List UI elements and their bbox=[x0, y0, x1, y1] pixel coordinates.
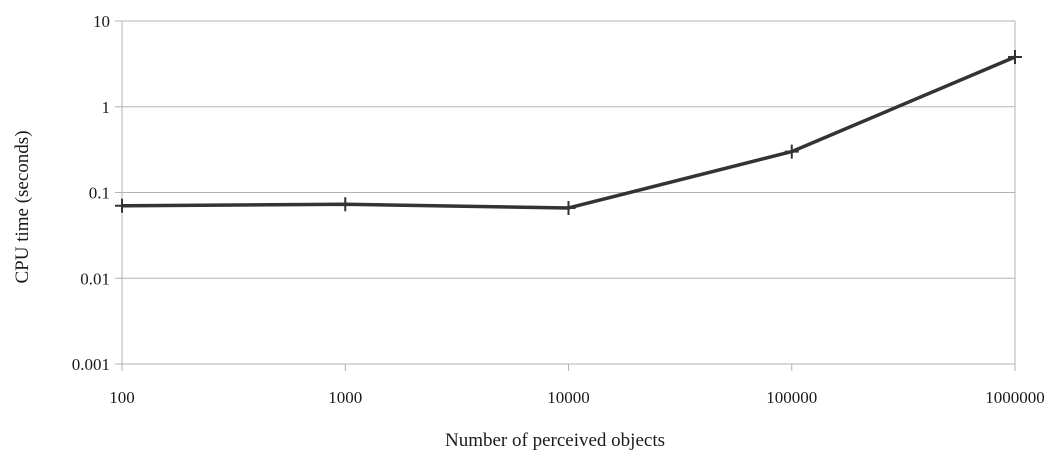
data-point-2 bbox=[561, 200, 576, 215]
y-tick-label-1: 0.01 bbox=[80, 269, 110, 288]
x-axis-title: Number of perceived objects bbox=[445, 430, 665, 451]
data-point-3 bbox=[784, 144, 799, 159]
x-tick-label-3: 100000 bbox=[766, 388, 817, 407]
tick-label-layer: 0.001 0.01 0.1 1 10 100 1000 10000 100000 1000000 bbox=[72, 12, 1045, 407]
x-tick-label-1: 1000 bbox=[328, 388, 362, 407]
x-tick-label-2: 10000 bbox=[547, 388, 590, 407]
y-tick-label-4: 10 bbox=[93, 12, 110, 31]
y-tick-label-0: 0.001 bbox=[72, 355, 110, 374]
series-layer bbox=[115, 50, 1022, 215]
grid-layer bbox=[122, 20, 1015, 365]
y-tick-label-2: 0.1 bbox=[89, 184, 110, 203]
x-tick-label-0: 100 bbox=[109, 388, 135, 407]
series-line-0 bbox=[121, 55, 1016, 210]
y-tick-label-3: 1 bbox=[102, 98, 111, 117]
data-point-0 bbox=[115, 198, 129, 213]
data-point-1 bbox=[338, 197, 353, 212]
y-axis-title: CPU time (seconds) bbox=[12, 130, 33, 283]
x-tick-label-4: 1000000 bbox=[985, 388, 1045, 407]
data-point-4 bbox=[1008, 50, 1022, 65]
axis-layer bbox=[115, 20, 1016, 371]
